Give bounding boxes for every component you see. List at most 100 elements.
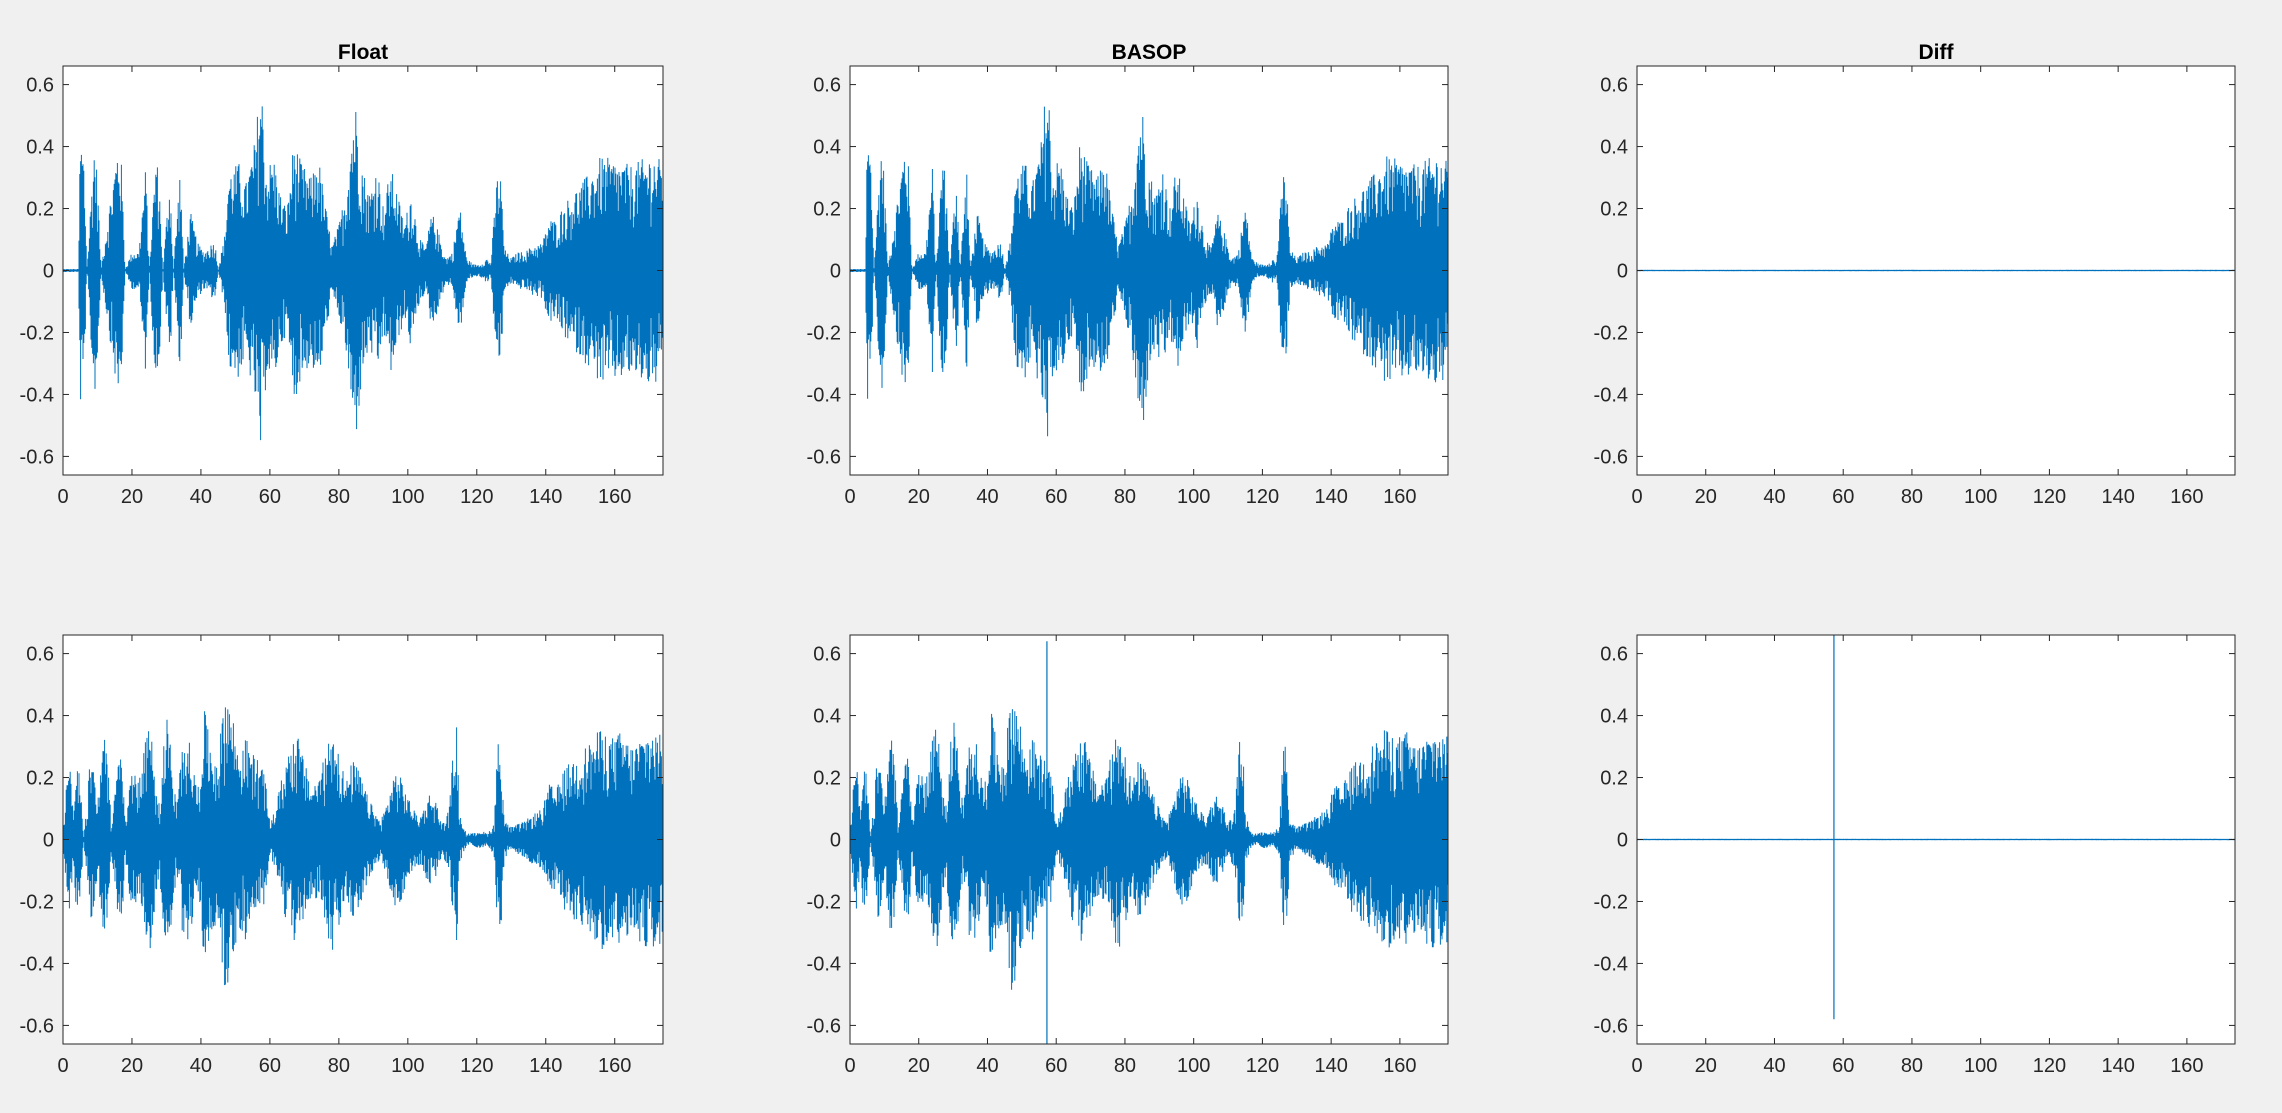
y-tick-label: -0.2 [20, 891, 54, 913]
panel-diff-bottom: 0 20 40 60 80 100 120 140 160 -0.6 -0.4 -0.2 0 0.2 0.4… [1594, 634, 2236, 1077]
x-tick-label: 20 [908, 1055, 930, 1077]
x-tick-label: 140 [1314, 486, 1347, 508]
y-tick-label: -0.2 [1594, 322, 1628, 344]
x-tick-label: 120 [1246, 1055, 1279, 1077]
y-tick-label: 0 [43, 830, 54, 852]
y-tick-label: 0.2 [1600, 768, 1628, 790]
x-tick-label: 20 [1695, 1055, 1717, 1077]
x-tick-label: 40 [190, 486, 212, 508]
y-tick-label: -0.4 [807, 953, 841, 975]
y-tick-label: 0.4 [813, 706, 841, 728]
x-tick-label: 140 [1314, 1055, 1347, 1077]
x-tick-label: 40 [1763, 1055, 1785, 1077]
x-tick-label: 160 [1383, 486, 1416, 508]
series-line [63, 106, 663, 441]
y-tick-label: -0.4 [1594, 953, 1628, 975]
x-tick-label: 40 [976, 486, 998, 508]
y-tick-label: 0 [830, 261, 841, 283]
y-tick-label: -0.2 [807, 322, 841, 344]
y-tick-label: 0.4 [1600, 137, 1628, 159]
x-tick-label: 0 [1631, 486, 1642, 508]
x-tick-label: 20 [1695, 486, 1717, 508]
x-tick-label: 40 [1763, 486, 1785, 508]
y-tick-label: -0.6 [20, 446, 54, 468]
x-tick-label: 100 [391, 1055, 424, 1077]
x-tick-label: 0 [1631, 1055, 1642, 1077]
y-tick-label: -0.2 [807, 891, 841, 913]
x-tick-label: 80 [1901, 486, 1923, 508]
y-tick-label: -0.4 [20, 953, 54, 975]
x-tick-label: 140 [2101, 1055, 2134, 1077]
panel-float-bottom: 0 20 40 60 80 100 120 140 160 -0.6 -0.4 -0.2 0 0.2 0.4… [20, 634, 664, 1077]
panel-float-top: 0 20 40 60 80 100 120 140 160 -0.6 -0.4 -0.2 0 0.2 0.4… [20, 41, 664, 508]
y-tick-label: -0.2 [1594, 891, 1628, 913]
y-tick-label: 0.2 [26, 199, 54, 221]
y-tick-label: -0.6 [1594, 1015, 1628, 1037]
x-tick-label: 160 [598, 1055, 631, 1077]
x-tick-label: 20 [908, 486, 930, 508]
y-tick-label: 0.2 [813, 199, 841, 221]
series-line [63, 707, 663, 986]
y-tick-label: 0 [1617, 261, 1628, 283]
y-tick-label: -0.6 [20, 1015, 54, 1037]
y-tick-label: 0.6 [1600, 75, 1628, 97]
y-tick-label: 0.4 [813, 137, 841, 159]
x-tick-label: 160 [2170, 1055, 2203, 1077]
y-tick-label: 0.2 [26, 768, 54, 790]
y-tick-label: 0.4 [26, 137, 54, 159]
series-line [850, 709, 1448, 990]
y-tick-label: 0.2 [813, 768, 841, 790]
x-tick-label: 80 [328, 486, 350, 508]
y-tick-label: 0.6 [813, 644, 841, 666]
y-tick-label: -0.4 [807, 384, 841, 406]
x-tick-label: 100 [1964, 486, 1997, 508]
x-tick-label: 0 [844, 486, 855, 508]
x-tick-label: 140 [2101, 486, 2134, 508]
x-tick-label: 160 [598, 486, 631, 508]
y-tick-label: -0.4 [20, 384, 54, 406]
x-tick-label: 60 [1832, 1055, 1854, 1077]
x-tick-label: 60 [259, 486, 281, 508]
panel-diff-top: 0 20 40 60 80 100 120 140 160 -0.6 -0.4 -0.2 0 0.2 0.4… [1594, 41, 2236, 508]
y-tick-label: -0.4 [1594, 384, 1628, 406]
x-tick-label: 80 [1901, 1055, 1923, 1077]
x-tick-label: 100 [391, 486, 424, 508]
x-tick-label: 20 [121, 486, 143, 508]
x-tick-label: 60 [1045, 1055, 1067, 1077]
y-tick-label: 0.6 [26, 644, 54, 666]
x-tick-label: 160 [1383, 1055, 1416, 1077]
y-tick-label: 0.2 [1600, 199, 1628, 221]
x-tick-label: 80 [1114, 486, 1136, 508]
y-tick-label: 0 [1617, 830, 1628, 852]
y-tick-label: 0 [43, 261, 54, 283]
x-tick-label: 0 [57, 486, 68, 508]
y-tick-label: 0.4 [26, 706, 54, 728]
y-tick-label: -0.6 [807, 1015, 841, 1037]
x-tick-label: 140 [529, 1055, 562, 1077]
y-tick-label: 0.6 [26, 75, 54, 97]
y-tick-label: -0.6 [807, 446, 841, 468]
chart-title: BASOP [1112, 41, 1187, 64]
x-tick-label: 100 [1177, 1055, 1210, 1077]
x-tick-label: 0 [844, 1055, 855, 1077]
x-tick-label: 160 [2170, 486, 2203, 508]
x-tick-label: 60 [1832, 486, 1854, 508]
x-tick-label: 60 [1045, 486, 1067, 508]
x-tick-label: 20 [121, 1055, 143, 1077]
x-tick-label: 120 [2033, 1055, 2066, 1077]
series-line [850, 106, 1448, 437]
x-tick-label: 120 [460, 486, 493, 508]
y-tick-label: 0.4 [1600, 706, 1628, 728]
x-tick-label: 120 [1246, 486, 1279, 508]
y-tick-label: -0.6 [1594, 446, 1628, 468]
x-tick-label: 80 [1114, 1055, 1136, 1077]
y-tick-label: -0.2 [20, 322, 54, 344]
x-tick-label: 60 [259, 1055, 281, 1077]
chart-title: Diff [1919, 41, 1955, 64]
panel-basop-bottom: 0 20 40 60 80 100 120 140 160 -0.6 -0.4 -0.2 0 0.2 0.4… [807, 634, 1449, 1077]
y-tick-label: 0 [830, 830, 841, 852]
x-tick-label: 120 [460, 1055, 493, 1077]
x-tick-label: 40 [976, 1055, 998, 1077]
